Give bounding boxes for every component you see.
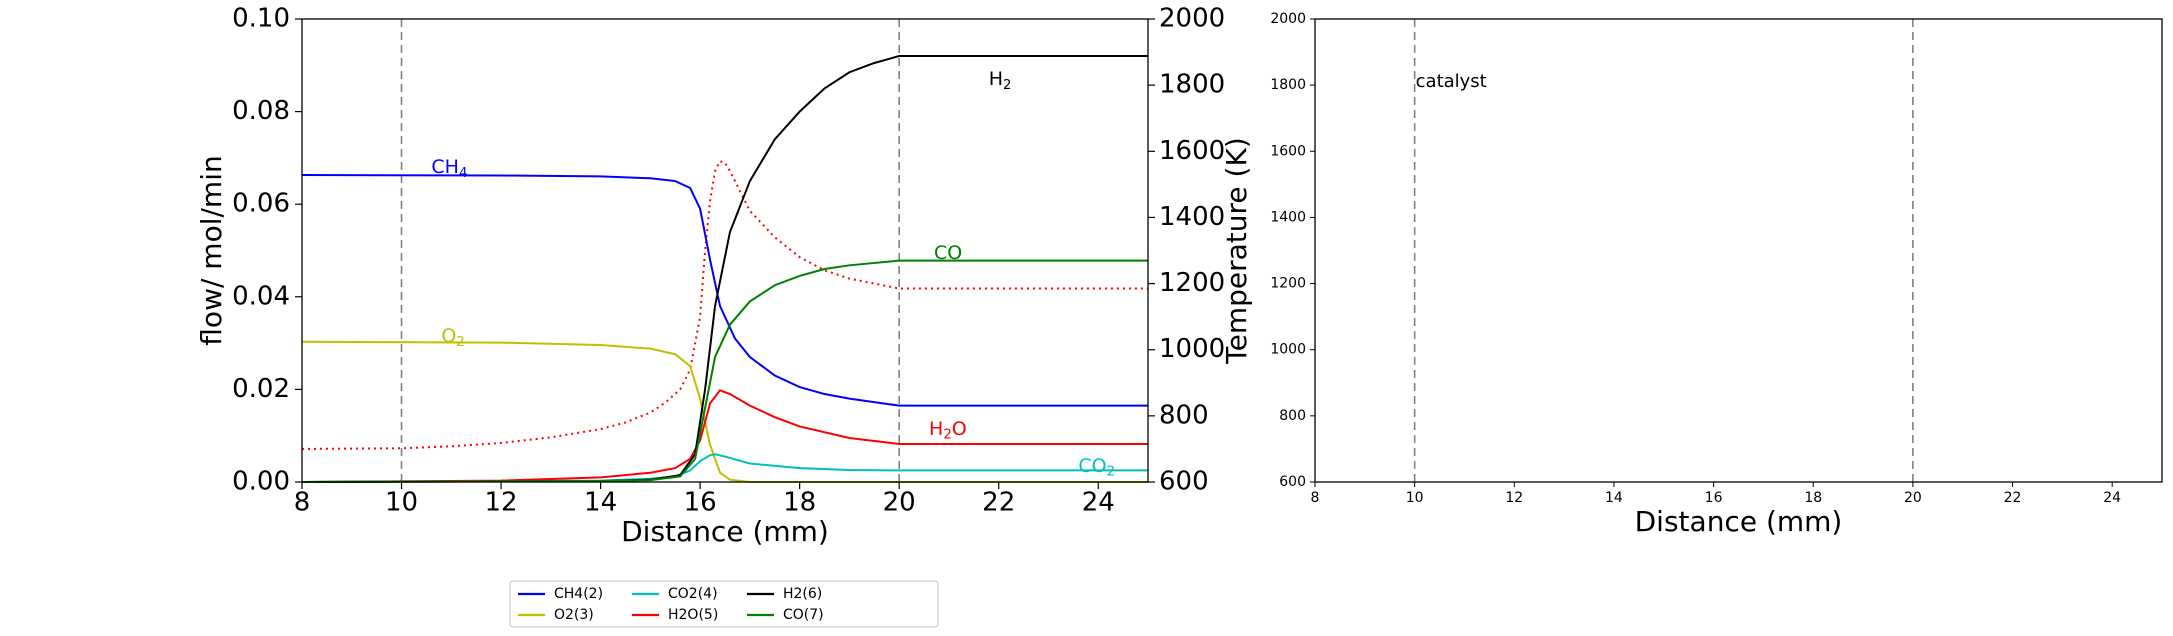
left-ytick-label-2: 0.04 [232, 281, 290, 311]
right-xtick-label-0: 8 [1311, 490, 1320, 506]
legend-label-5: CO(7) [783, 607, 824, 623]
series-label-3: H2O [929, 417, 967, 442]
right-chart-panel: 8 10 12 14 16 18 20 22 24 600 800 1000 1200 1400 1600 1… [1270, 11, 2163, 538]
left-x-axis-label: Distance (mm) [621, 515, 829, 548]
series-label-2: CO2 [1078, 454, 1115, 479]
left-y2tick-label-1: 800 [1159, 400, 1209, 430]
series-label-1: O2 [441, 325, 464, 350]
left-ytick-label-4: 0.08 [232, 96, 290, 126]
right-ytick-label-5: 1600 [1270, 143, 1306, 159]
right-xtick-label-6: 20 [1904, 490, 1922, 506]
left-y-axis-label: flow/ mol/min [195, 155, 228, 345]
right-ytick-label-4: 1400 [1270, 209, 1306, 225]
left-chart-panel: CH4 O2 CO2 H2O H2 CO 8 10 12 14 16 18 20 22 24 0.00 0.02… [195, 4, 1253, 549]
left-y2tick-label-2: 1000 [1159, 334, 1225, 364]
right-ytick-label-6: 1800 [1270, 77, 1306, 93]
left-y2tick-label-4: 1400 [1159, 202, 1225, 232]
legend: CH4(2) O2(3) CO2(4) H2O(5) H2(6) CO(7) [509, 580, 939, 628]
legend-label-3: H2O(5) [668, 607, 718, 623]
right-ytick-label-0: 600 [1279, 474, 1306, 490]
legend-label-4: H2(6) [783, 586, 822, 602]
left-y2tick-label-3: 1200 [1159, 268, 1225, 298]
left-y2tick-label-6: 1800 [1159, 70, 1225, 100]
legend-label-2: CO2(4) [668, 586, 718, 602]
left-xtick-label-7: 22 [982, 488, 1015, 518]
left-xtick-label-4: 16 [684, 488, 717, 518]
series-label-5: CO [934, 241, 962, 263]
right-xtick-label-3: 14 [1605, 490, 1623, 506]
right-xtick-label-2: 12 [1505, 490, 1523, 506]
left-xtick-label-2: 12 [485, 488, 518, 518]
catalyst-annotation: catalyst [1416, 71, 1487, 92]
temperature-line [301, 159, 1148, 450]
right-xtick-label-5: 18 [1804, 490, 1822, 506]
right-xtick-label-4: 16 [1705, 490, 1723, 506]
left-xtick-label-3: 14 [584, 488, 617, 518]
right-xtick-label-1: 10 [1406, 490, 1424, 506]
right-xtick-label-7: 22 [2004, 490, 2022, 506]
legend-label-0: CH4(2) [554, 586, 603, 602]
right-ytick-label-1: 800 [1279, 408, 1306, 424]
right-ytick-label-3: 1200 [1270, 276, 1306, 292]
series-line-1 [301, 340, 1148, 483]
left-y2-axis-label: Temperature (K) [1220, 137, 1253, 364]
right-xtick-label-8: 24 [2103, 490, 2121, 506]
left-plot-frame [301, 18, 1149, 483]
left-ytick-label-3: 0.06 [232, 189, 290, 219]
series-line-3 [301, 389, 1148, 483]
left-xtick-label-0: 8 [294, 488, 311, 518]
left-xtick-label-5: 18 [783, 488, 816, 518]
right-plot-frame [1314, 18, 2163, 483]
left-xtick-label-6: 20 [883, 488, 916, 518]
left-y2tick-label-5: 1600 [1159, 136, 1225, 166]
left-y2tick-label-7: 2000 [1159, 4, 1225, 34]
left-xtick-label-1: 10 [385, 488, 418, 518]
legend-box [509, 580, 939, 628]
series-label-4: H2 [989, 68, 1012, 93]
legend-label-1: O2(3) [554, 607, 594, 623]
series-line-4 [301, 55, 1148, 483]
left-ytick-label-0: 0.00 [232, 467, 290, 497]
left-ytick-label-1: 0.02 [232, 374, 290, 404]
right-ytick-label-7: 2000 [1270, 11, 1306, 27]
series-line-5 [301, 259, 1148, 483]
left-y2tick-label-0: 600 [1159, 467, 1209, 497]
right-x-axis-label: Distance (mm) [1635, 505, 1843, 538]
left-ytick-label-5: 0.10 [232, 4, 290, 34]
right-ytick-label-2: 1000 [1270, 342, 1306, 358]
series-line-0 [301, 174, 1148, 407]
left-xtick-label-8: 24 [1082, 488, 1115, 518]
series-line-2 [301, 453, 1148, 483]
series-label-0: CH4 [431, 156, 467, 181]
